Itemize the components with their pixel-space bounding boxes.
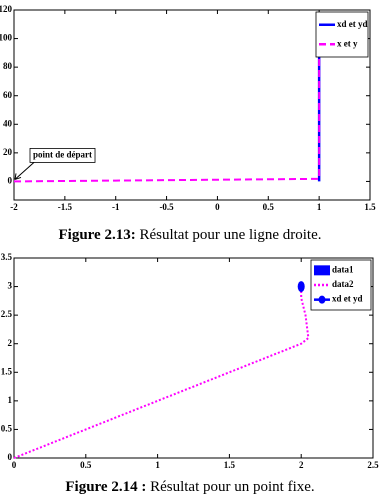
y-tick-label: 60 <box>3 90 13 100</box>
x-tick-label: 2 <box>299 460 304 470</box>
x-tick-label: 0 <box>12 460 17 470</box>
plot-frame <box>13 257 374 459</box>
legend-label: data1 <box>332 264 354 274</box>
y-tick-label: 20 <box>3 147 13 157</box>
y-tick-label: 0.5 <box>1 423 13 433</box>
caption-label: Figure 2.13: <box>58 227 136 243</box>
legend-label: data2 <box>332 279 354 289</box>
plot-frame <box>13 9 371 201</box>
x-tick-label: -1.5 <box>58 202 73 212</box>
y-tick-label: 80 <box>3 61 13 71</box>
caption-label: Figure 2.14 : <box>65 479 147 495</box>
legend-box <box>315 11 369 58</box>
x-tick-label: 1.5 <box>224 460 236 470</box>
y-tick-label: 120 <box>0 4 13 14</box>
caption-text: Résultat pour une ligne droite. <box>135 227 322 243</box>
marker <box>297 281 305 293</box>
series-line <box>13 286 310 459</box>
y-tick-label: 3 <box>8 281 13 291</box>
x-tick-label: 1.5 <box>364 202 376 212</box>
x-tick-label: 0 <box>215 202 220 212</box>
x-tick-label: 0.5 <box>263 202 275 212</box>
legend-label: xd et yd <box>332 294 363 304</box>
annotation-box <box>29 148 96 163</box>
y-tick-label: 2.5 <box>1 309 13 319</box>
annotation-arrow <box>14 162 35 180</box>
annotation: point de départ <box>33 149 92 159</box>
x-tick-label: 1 <box>155 460 160 470</box>
legend-swatch <box>314 265 330 276</box>
x-tick-label: 2.5 <box>367 460 379 470</box>
x-tick-label: -0.5 <box>159 202 174 212</box>
x-tick-label: 1 <box>317 202 322 212</box>
y-tick-label: 1.5 <box>1 366 13 376</box>
legend-label: xd et yd <box>337 19 368 29</box>
y-tick-label: 3.5 <box>1 252 13 262</box>
y-tick-label: 100 <box>0 33 13 43</box>
legend-label: x et y <box>337 38 358 48</box>
caption-text: Résultat pour un point fixe. <box>146 479 315 495</box>
caption: Figure 2.13: Résultat pour une ligne dro… <box>0 227 380 244</box>
y-tick-label: 2 <box>8 338 13 348</box>
x-tick-label: 0.5 <box>80 460 92 470</box>
y-tick-label: 0 <box>8 452 13 462</box>
y-tick-label: 0 <box>8 175 13 185</box>
y-tick-label: 1 <box>8 395 13 405</box>
annotation-arrowhead <box>14 173 22 180</box>
caption: Figure 2.14 : Résultat pour un point fix… <box>0 479 380 496</box>
y-tick-label: 40 <box>3 118 13 128</box>
chart: 0 0.5 1 1.5 2 2.5 0 0.5 1 1.5 2 2.5 3 3.5 data1 data2 xd… <box>1 252 379 470</box>
x-tick-label: -2 <box>10 202 18 212</box>
chart: -2 -1.5 -1 -0.5 0 0.5 1 1.5 0 20 40 60 80 100 120 xd et… <box>0 4 376 212</box>
series-line <box>13 38 321 183</box>
legend-swatch <box>318 295 326 304</box>
x-tick-label: -1 <box>112 202 120 212</box>
